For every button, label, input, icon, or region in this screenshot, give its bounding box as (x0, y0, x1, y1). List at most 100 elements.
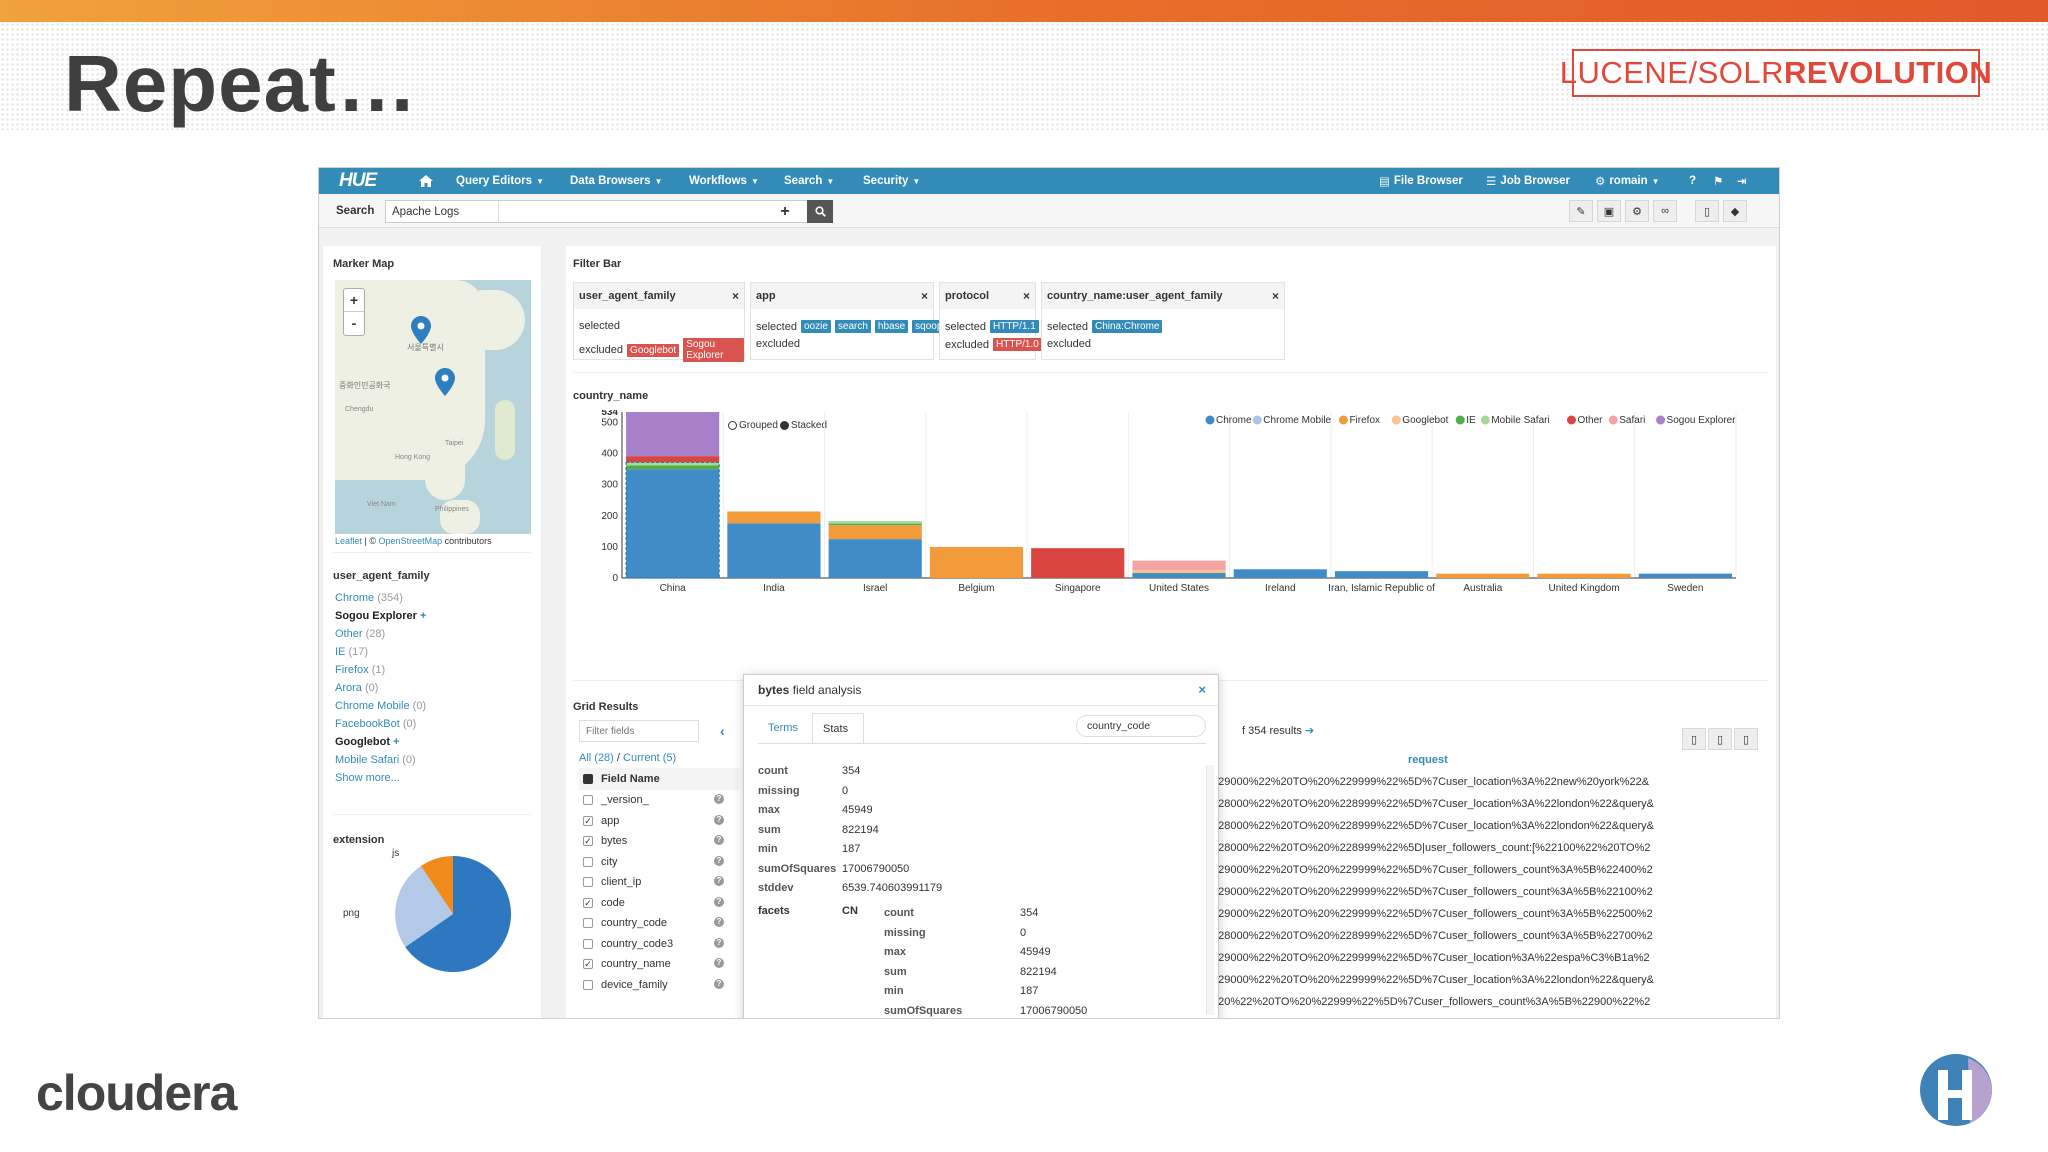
select-all-checkbox[interactable] (583, 774, 593, 784)
facet-item[interactable]: Chrome Mobile (0) (335, 700, 426, 712)
field-info-icon[interactable]: ? (714, 896, 724, 907)
result-cell[interactable]: 229000%22%20TO%20%229999%22%5D%7Cuser_lo… (1212, 776, 1650, 788)
bar-segment[interactable] (828, 539, 922, 578)
selected-tag[interactable]: hbase (874, 320, 909, 333)
legend-label[interactable]: Chrome (1216, 415, 1252, 426)
legend-swatch[interactable] (1455, 415, 1465, 425)
next-arrow-icon[interactable]: ➔ (1304, 725, 1315, 737)
nav-workflows[interactable]: Workflows ▼ (689, 168, 759, 194)
bar-segment[interactable] (626, 412, 720, 457)
close-icon[interactable]: × (1198, 682, 1206, 697)
legend-label[interactable]: Mobile Safari (1491, 415, 1549, 426)
bar-segment[interactable] (626, 456, 720, 463)
checkbox[interactable] (583, 938, 593, 949)
result-cell[interactable]: 220%22%20TO%20%22999%22%5D%7Cuser_follow… (1212, 996, 1651, 1008)
bar-segment[interactable] (727, 523, 821, 578)
add-icon[interactable]: + (780, 202, 790, 220)
bar-segment[interactable] (626, 462, 720, 466)
bar-segment[interactable] (1132, 569, 1226, 574)
field-info-icon[interactable]: ? (714, 794, 724, 804)
bar-segment[interactable] (1334, 571, 1429, 578)
bar-segment[interactable] (828, 521, 922, 524)
link-icon[interactable]: ∞ (1653, 200, 1677, 222)
result-cell[interactable]: 228000%22%20TO%20%228999%22%5D%7Cuser_lo… (1212, 798, 1654, 810)
settings-icon[interactable]: ⚙ (1625, 200, 1649, 222)
osm-link[interactable]: OpenStreetMap (378, 536, 443, 546)
field-row[interactable]: ✓ code? (583, 896, 724, 909)
field-info-icon[interactable]: ? (714, 855, 724, 866)
facet-item[interactable]: Sogou Explorer + (335, 610, 426, 622)
marker-map[interactable]: 서울특별시 중화인민공화국 Chengdu Hong Kong Taipei V… (335, 280, 531, 534)
bar-segment[interactable] (929, 546, 1024, 578)
facet-item[interactable]: Other (28) (335, 628, 385, 640)
search-button[interactable] (807, 200, 833, 223)
result-cell[interactable]: 229000%22%20TO%20%229999%22%5D%7Cuser_fo… (1212, 908, 1653, 920)
all-fields-link[interactable]: All (28) (579, 752, 614, 764)
nav-file-browser[interactable]: ▤ File Browser (1379, 168, 1463, 194)
facet-item[interactable]: Arora (0) (335, 682, 378, 694)
map-marker-icon[interactable] (435, 368, 455, 396)
legend-label[interactable]: Googlebot (1402, 415, 1448, 426)
bar-segment[interactable] (828, 523, 922, 526)
bar-segment[interactable] (626, 465, 720, 470)
new-document-icon[interactable]: ▯ (1695, 200, 1719, 222)
field-row[interactable]: ✓ bytes? (583, 835, 724, 847)
checkbox-checked[interactable]: ✓ (583, 959, 593, 969)
field-info-icon[interactable]: ? (714, 937, 724, 948)
field-row[interactable]: ✓ country_name? (583, 958, 724, 970)
field-info-icon[interactable]: ? (714, 814, 724, 825)
field-info-icon[interactable]: ? (714, 917, 724, 927)
excluded-tag[interactable]: Sogou Explorer (683, 338, 744, 362)
field-row[interactable]: city? (583, 855, 724, 868)
collapse-left-icon[interactable]: ‹ (720, 723, 725, 739)
excluded-tag[interactable]: Googlebot (627, 343, 680, 357)
result-cell[interactable]: 228000%22%20TO%20%228999%22%5D%7Cuser_lo… (1212, 820, 1654, 832)
field-row[interactable]: device_family? (583, 978, 724, 991)
radio-grouped[interactable] (728, 421, 737, 430)
facet-field-input[interactable]: country_code (1076, 715, 1206, 737)
facet-item[interactable]: Show more... (335, 772, 400, 784)
help-icon[interactable]: ? (1689, 175, 1697, 187)
request-column-header[interactable]: request (1408, 754, 1448, 766)
bar-segment[interactable] (1132, 560, 1226, 570)
nav-user-menu[interactable]: ⚙ romain ▼ (1595, 168, 1660, 194)
zoom-out-button[interactable]: - (351, 315, 357, 331)
leaflet-link[interactable]: Leaflet (335, 536, 363, 546)
pie-slice-png[interactable] (395, 866, 453, 947)
bar-segment[interactable] (1233, 569, 1327, 578)
legend-swatch[interactable] (1567, 415, 1576, 425)
nav-query-editors[interactable]: Query Editors ▼ (456, 168, 544, 194)
tag-icon[interactable]: ◆ (1723, 200, 1747, 222)
nav-job-browser[interactable]: ☰ Job Browser (1486, 168, 1570, 194)
bar-segment[interactable] (626, 469, 720, 578)
result-cell[interactable]: 228000%22%20TO%20%228999%22%5D|user_foll… (1212, 842, 1651, 854)
nav-security[interactable]: Security ▼ (863, 168, 920, 194)
remove-filter-icon[interactable]: × (1022, 289, 1030, 303)
legend-swatch[interactable] (1252, 415, 1262, 425)
legend-swatch[interactable] (1656, 415, 1666, 425)
field-row[interactable]: ✓ app? (583, 814, 724, 827)
result-cell[interactable]: 229000%22%20TO%20%229999%22%5D%7Cuser_lo… (1212, 974, 1654, 986)
field-row[interactable]: country_code? (583, 917, 724, 929)
zoom-in-button[interactable]: + (344, 289, 364, 312)
nav-data-browsers[interactable]: Data Browsers ▼ (570, 168, 662, 194)
radio-stacked[interactable] (779, 421, 789, 430)
bar-segment[interactable] (1436, 573, 1530, 578)
legend-label[interactable]: Safari (1619, 415, 1645, 426)
remove-filter-icon[interactable]: × (731, 289, 739, 303)
checkbox[interactable] (583, 918, 593, 928)
selected-tag[interactable]: sqoop (912, 320, 946, 333)
bar-segment[interactable] (828, 525, 922, 540)
field-info-icon[interactable]: ? (714, 958, 724, 968)
pie-slice-js[interactable] (421, 856, 453, 914)
field-row[interactable]: _version_? (583, 794, 724, 806)
remove-filter-icon[interactable]: × (1271, 289, 1279, 303)
result-cell[interactable]: 229000%22%20TO%20%229999%22%5D%7Cuser_fo… (1212, 886, 1653, 898)
facet-item[interactable]: Mobile Safari (0) (335, 754, 416, 766)
filter-fields-input[interactable] (579, 720, 699, 742)
export-csv-icon[interactable]: ▯ (1682, 728, 1706, 750)
selected-tag[interactable]: oozie (800, 320, 831, 333)
home-icon[interactable] (419, 168, 433, 194)
selected-tag[interactable]: search (834, 320, 871, 333)
legend-label[interactable]: IE (1466, 415, 1476, 426)
